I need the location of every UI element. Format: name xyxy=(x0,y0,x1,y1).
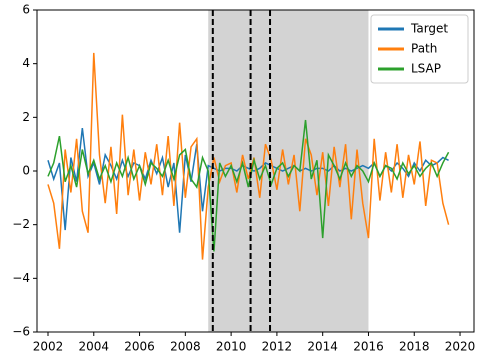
x-tick-label: 2016 xyxy=(353,340,384,354)
y-tick-label: −4 xyxy=(12,271,30,285)
x-tick-label: 2018 xyxy=(399,340,430,354)
x-tick-label: 2012 xyxy=(262,340,293,354)
y-tick-label: 2 xyxy=(22,110,30,124)
legend-label: LSAP xyxy=(411,62,441,76)
y-tick-label: 0 xyxy=(22,164,30,178)
legend-label: Target xyxy=(410,22,448,36)
line-series xyxy=(47,52,450,260)
x-tick-label: 2010 xyxy=(216,340,247,354)
x-tick-label: 2020 xyxy=(445,340,476,354)
x-tick-label: 2006 xyxy=(124,340,155,354)
x-tick-label: 2008 xyxy=(170,340,201,354)
legend-label: Path xyxy=(411,42,437,56)
legend-box xyxy=(370,14,469,84)
y-tick-label: 6 xyxy=(22,3,30,17)
y-tick-label: −6 xyxy=(12,325,30,339)
line-series xyxy=(47,119,450,252)
axes-frame xyxy=(36,9,475,333)
x-tick-label: 2014 xyxy=(307,340,338,354)
y-tick-label: −2 xyxy=(12,217,30,231)
x-tick-label: 2002 xyxy=(33,340,64,354)
y-tick-label: 4 xyxy=(22,56,30,70)
x-tick-label: 2004 xyxy=(78,340,109,354)
